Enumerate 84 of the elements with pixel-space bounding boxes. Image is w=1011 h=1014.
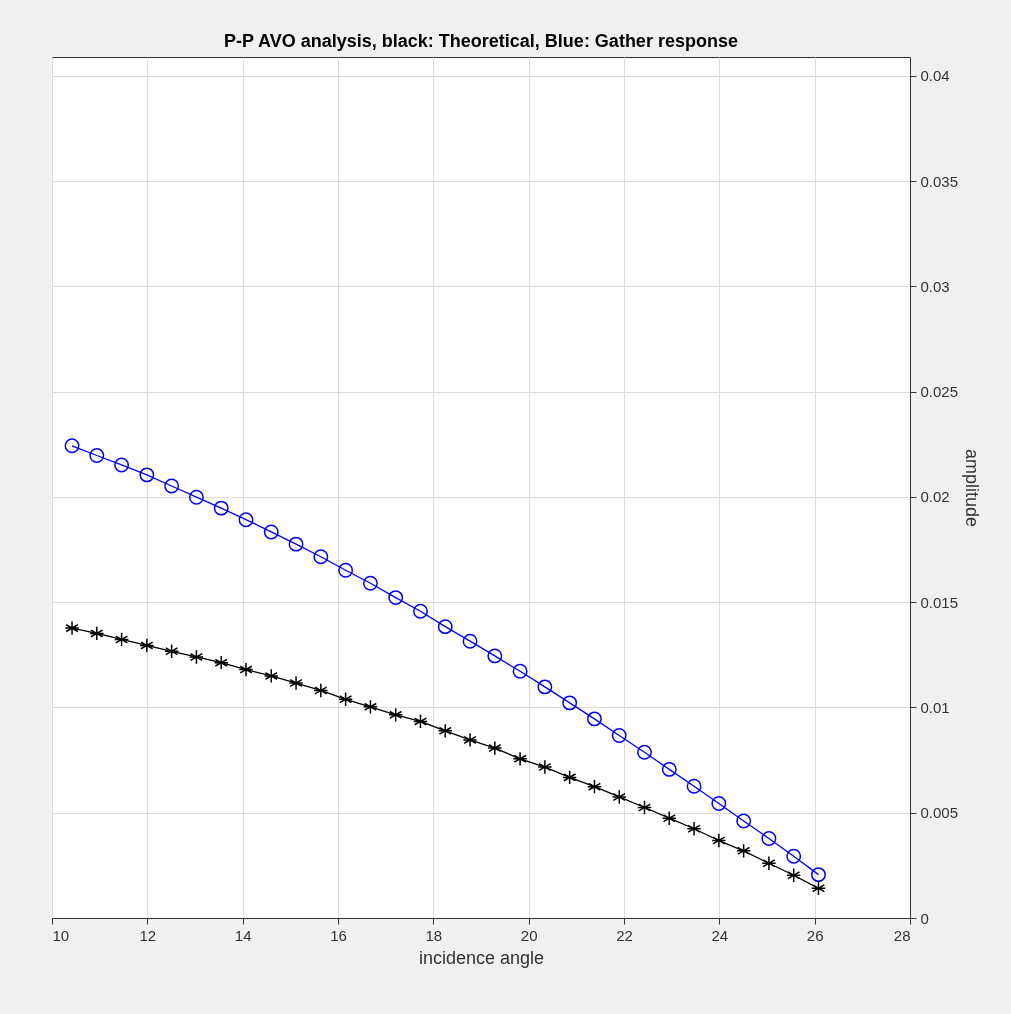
point bbox=[611, 789, 627, 805]
x-tick-label: 12 bbox=[139, 926, 157, 944]
x-tick-label: 24 bbox=[711, 926, 729, 944]
point bbox=[288, 675, 304, 691]
y-tick-label: 0.02 bbox=[920, 488, 950, 506]
point bbox=[114, 632, 130, 647]
point bbox=[786, 848, 802, 864]
point bbox=[736, 813, 752, 829]
point bbox=[487, 740, 503, 756]
point bbox=[686, 821, 702, 837]
point bbox=[437, 619, 453, 635]
point bbox=[811, 880, 826, 896]
point bbox=[711, 833, 727, 848]
x-tick-label: 28 bbox=[893, 926, 911, 944]
point bbox=[89, 625, 105, 641]
point bbox=[562, 695, 578, 711]
point bbox=[139, 637, 155, 653]
point bbox=[462, 633, 478, 649]
point bbox=[213, 500, 229, 516]
y-tick-label: 0.01 bbox=[920, 698, 950, 716]
x-tick-label: 20 bbox=[520, 926, 538, 944]
point bbox=[139, 467, 155, 483]
point bbox=[388, 590, 404, 606]
point bbox=[64, 438, 80, 454]
point bbox=[611, 728, 627, 743]
point bbox=[213, 655, 229, 671]
point bbox=[362, 575, 378, 591]
chart-title: P-P AVO analysis, black: Theoretical, Blue: Gather response bbox=[224, 31, 738, 51]
point bbox=[512, 663, 528, 679]
point bbox=[711, 796, 727, 811]
y-axis-title: amplitude bbox=[962, 448, 983, 528]
x-tick-label: 18 bbox=[425, 926, 443, 944]
y-tick-label: 0.03 bbox=[920, 277, 950, 295]
point bbox=[238, 512, 254, 528]
point bbox=[637, 800, 652, 815]
point bbox=[114, 457, 130, 473]
point bbox=[512, 751, 528, 767]
y-tick-label: 0.005 bbox=[920, 804, 959, 822]
point bbox=[661, 810, 677, 826]
point bbox=[786, 867, 802, 883]
point bbox=[313, 549, 329, 565]
x-tick-label: 16 bbox=[330, 926, 347, 944]
point bbox=[338, 691, 354, 707]
point bbox=[164, 643, 180, 659]
y-tick-label: 0.015 bbox=[920, 593, 959, 611]
point bbox=[811, 867, 826, 883]
x-tick-label: 14 bbox=[234, 926, 252, 944]
point bbox=[761, 830, 777, 846]
point bbox=[537, 759, 553, 775]
point bbox=[586, 779, 602, 795]
point bbox=[164, 478, 180, 494]
point bbox=[338, 562, 354, 578]
point bbox=[263, 524, 279, 540]
x-tick-label: 26 bbox=[806, 926, 824, 944]
point bbox=[238, 662, 254, 678]
point bbox=[263, 668, 279, 684]
point bbox=[188, 489, 204, 505]
point bbox=[661, 761, 677, 777]
x-tick-label: 22 bbox=[616, 926, 633, 944]
y-tick-label: 0.04 bbox=[920, 67, 950, 85]
point bbox=[562, 769, 578, 785]
point bbox=[686, 778, 702, 794]
point bbox=[288, 536, 304, 552]
y-tick-label: 0.025 bbox=[920, 383, 959, 401]
point bbox=[388, 707, 404, 723]
point bbox=[462, 732, 478, 748]
point bbox=[487, 648, 503, 664]
point bbox=[736, 843, 752, 859]
point bbox=[313, 682, 329, 698]
point bbox=[537, 679, 553, 695]
point bbox=[188, 649, 204, 665]
point bbox=[761, 855, 777, 871]
point bbox=[413, 713, 428, 729]
point bbox=[362, 699, 378, 715]
point bbox=[586, 711, 602, 727]
point bbox=[437, 723, 453, 739]
x-tick-label: 10 bbox=[52, 926, 70, 944]
point bbox=[637, 744, 652, 760]
y-tick-label: 0.035 bbox=[920, 172, 959, 190]
x-axis-title: incidence angle bbox=[418, 947, 545, 968]
y-tick-label: 0 bbox=[920, 909, 929, 927]
point bbox=[64, 620, 80, 636]
point bbox=[413, 603, 428, 619]
point bbox=[89, 448, 105, 463]
